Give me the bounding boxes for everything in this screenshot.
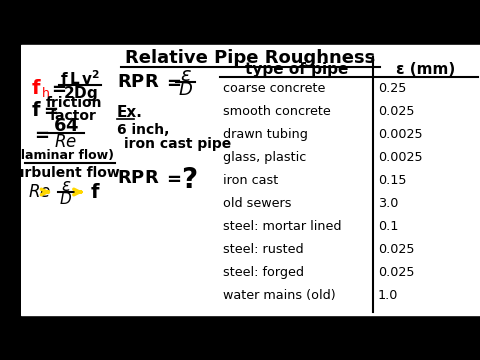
Text: $\mathbf{64}$: $\mathbf{64}$ xyxy=(53,117,79,135)
Text: $\mathbf{f\,L\,v^2}$: $\mathbf{f\,L\,v^2}$ xyxy=(60,69,100,88)
Text: $D$: $D$ xyxy=(178,81,193,99)
Text: 0.1: 0.1 xyxy=(378,220,398,233)
Text: $\mathbf{f}$: $\mathbf{f}$ xyxy=(31,78,41,98)
Text: 0.25: 0.25 xyxy=(378,82,406,95)
Text: drawn tubing: drawn tubing xyxy=(223,128,308,141)
Text: (laminar flow): (laminar flow) xyxy=(14,149,114,162)
Text: steel: rusted: steel: rusted xyxy=(223,243,303,256)
Text: $\mathbf{RPR}$: $\mathbf{RPR}$ xyxy=(117,169,159,187)
Text: $\mathbf{=}$: $\mathbf{=}$ xyxy=(40,101,59,119)
Text: iron cast pipe: iron cast pipe xyxy=(124,137,231,151)
Text: 0.025: 0.025 xyxy=(378,266,414,279)
Text: $\mathbf{=}$: $\mathbf{=}$ xyxy=(31,125,49,143)
Text: $\mathit{Re}$: $\mathit{Re}$ xyxy=(28,183,51,201)
Text: $\mathbf{=}$: $\mathbf{=}$ xyxy=(48,79,66,97)
Text: friction: friction xyxy=(45,96,102,110)
Text: $\varepsilon$: $\varepsilon$ xyxy=(180,66,192,85)
Text: Relative Pipe Roughness: Relative Pipe Roughness xyxy=(125,49,376,67)
Text: iron cast: iron cast xyxy=(223,174,278,187)
Text: $\mathbf{=}$: $\mathbf{=}$ xyxy=(163,169,181,187)
Text: $\mathbf{f}$: $\mathbf{f}$ xyxy=(31,100,41,120)
Text: factor: factor xyxy=(50,109,97,123)
Text: $\mathbf{2Dg}$: $\mathbf{2Dg}$ xyxy=(63,84,97,103)
Text: 0.0025: 0.0025 xyxy=(378,151,422,164)
Text: ?: ? xyxy=(180,166,197,194)
Text: 0.0025: 0.0025 xyxy=(378,128,422,141)
Text: $\varepsilon$: $\varepsilon$ xyxy=(61,177,71,195)
Text: Ex.: Ex. xyxy=(117,104,143,120)
Text: type of pipe: type of pipe xyxy=(245,62,348,77)
Text: glass, plastic: glass, plastic xyxy=(223,151,306,164)
Text: steel: mortar lined: steel: mortar lined xyxy=(223,220,341,233)
Text: 6 inch,: 6 inch, xyxy=(117,123,169,137)
Text: steel: forged: steel: forged xyxy=(223,266,304,279)
Text: 0.025: 0.025 xyxy=(378,243,414,256)
Text: $\mathbf{=}$: $\mathbf{=}$ xyxy=(163,73,181,91)
Text: 0.025: 0.025 xyxy=(378,105,414,118)
Text: ε (mm): ε (mm) xyxy=(396,62,455,77)
Text: 0.15: 0.15 xyxy=(378,174,406,187)
Text: turbulent flow: turbulent flow xyxy=(8,166,120,180)
Text: $D$: $D$ xyxy=(60,191,72,207)
Text: water mains (old): water mains (old) xyxy=(223,289,336,302)
Text: 1.0: 1.0 xyxy=(378,289,398,302)
Text: coarse concrete: coarse concrete xyxy=(223,82,325,95)
Text: $\mathbf{RPR}$: $\mathbf{RPR}$ xyxy=(117,73,159,91)
Text: $\mathrm{h}$: $\mathrm{h}$ xyxy=(41,86,50,100)
Bar xyxy=(21,45,480,315)
Text: $\mathit{Re}$: $\mathit{Re}$ xyxy=(54,133,77,151)
Text: $\mathbf{f}$: $\mathbf{f}$ xyxy=(90,183,100,202)
Text: old sewers: old sewers xyxy=(223,197,291,210)
Text: smooth concrete: smooth concrete xyxy=(223,105,331,118)
Text: 3.0: 3.0 xyxy=(378,197,398,210)
